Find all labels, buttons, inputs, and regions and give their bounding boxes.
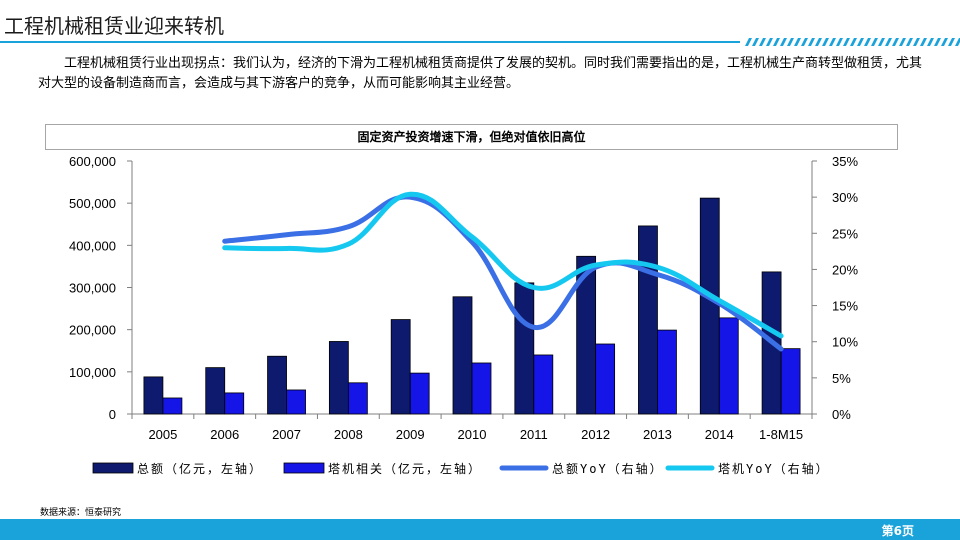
bar-tower-crane bbox=[224, 392, 245, 415]
y-left-tick-label: 200,000 bbox=[69, 323, 116, 338]
bar-tower-crane bbox=[718, 317, 739, 415]
bar-total bbox=[452, 296, 473, 415]
bar-total bbox=[576, 255, 597, 415]
data-source: 数据来源：恒泰研究 bbox=[40, 508, 122, 518]
bar-tower-crane bbox=[595, 343, 616, 415]
y-left-tick-label: 100,000 bbox=[69, 365, 116, 380]
y-left-tick-label: 500,000 bbox=[69, 196, 116, 211]
x-tick-label: 2012 bbox=[581, 427, 610, 442]
y-right-tick-label: 20% bbox=[832, 262, 858, 277]
x-tick-label: 2008 bbox=[334, 427, 363, 442]
bar-tower-crane bbox=[657, 329, 677, 415]
bar-total bbox=[699, 197, 720, 415]
line-total-yoy bbox=[222, 194, 784, 352]
page-title: 工程机械租赁业迎来转机 bbox=[4, 14, 224, 38]
y-right-tick-label: 30% bbox=[832, 190, 858, 205]
y-right-tick-label: 35% bbox=[832, 154, 858, 169]
bar-tower-crane bbox=[286, 389, 306, 415]
legend-tower-crane-text: 塔机相关（亿元，左轴） bbox=[328, 461, 482, 476]
chart-title: 固定资产投资增速下滑，但绝对值依旧高位 bbox=[45, 124, 898, 150]
bar-total bbox=[143, 376, 164, 415]
bar-total bbox=[638, 225, 658, 415]
x-tick-label: 2005 bbox=[148, 427, 177, 442]
intro-paragraph: 工程机械租赁行业出现拐点：我们认为，经济的下滑为工程机械租赁商提供了发展的契机。… bbox=[38, 56, 923, 91]
bar-total bbox=[514, 282, 535, 415]
y-right-tick-label: 25% bbox=[832, 226, 858, 241]
legend-tower-crane-swatch bbox=[283, 462, 325, 474]
bar-tower-crane bbox=[533, 354, 554, 415]
x-tick-label: 2011 bbox=[520, 427, 548, 442]
y-right-tick-label: 0% bbox=[832, 407, 851, 422]
y-right-tick-label: 10% bbox=[832, 335, 858, 350]
legend-total-text: 总额（亿元，左轴） bbox=[137, 461, 263, 476]
y-left-tick-label: 0 bbox=[109, 407, 116, 422]
bar-tower-crane bbox=[471, 362, 492, 415]
bar-tower-crane bbox=[409, 372, 430, 415]
y-right-tick-label: 15% bbox=[832, 299, 858, 314]
x-tick-label: 2009 bbox=[396, 427, 425, 442]
bar-tower-crane bbox=[780, 348, 801, 415]
bar-total bbox=[390, 319, 411, 415]
bar-tower-crane bbox=[347, 382, 368, 415]
x-tick-label: 1-8M15 bbox=[759, 427, 803, 442]
title-underline-bar bbox=[0, 38, 960, 46]
footer-bar bbox=[0, 519, 960, 540]
y-left-tick-label: 300,000 bbox=[69, 281, 116, 296]
legend-tower-crane-yoy-text: 塔机YoY（右轴） bbox=[718, 461, 830, 476]
bar-total bbox=[328, 341, 349, 415]
x-tick-label: 2014 bbox=[705, 427, 734, 442]
x-tick-label: 2013 bbox=[643, 427, 672, 442]
y-left-tick-label: 600,000 bbox=[69, 154, 116, 169]
bar-total bbox=[205, 367, 226, 415]
bar-total bbox=[267, 355, 287, 415]
y-left-tick-label: 400,000 bbox=[69, 238, 116, 253]
x-tick-label: 2007 bbox=[272, 427, 301, 442]
y-right-tick-label: 5% bbox=[832, 371, 851, 386]
page-number: 第6页 bbox=[881, 524, 914, 538]
line-tower-crane-yoy bbox=[222, 191, 784, 339]
legend-total-swatch bbox=[92, 462, 134, 474]
x-tick-label: 2010 bbox=[458, 427, 487, 442]
bar-tower-crane bbox=[162, 397, 183, 415]
legend-total-yoy-text: 总额YoY（右轴） bbox=[552, 461, 664, 476]
x-tick-label: 2006 bbox=[210, 427, 239, 442]
